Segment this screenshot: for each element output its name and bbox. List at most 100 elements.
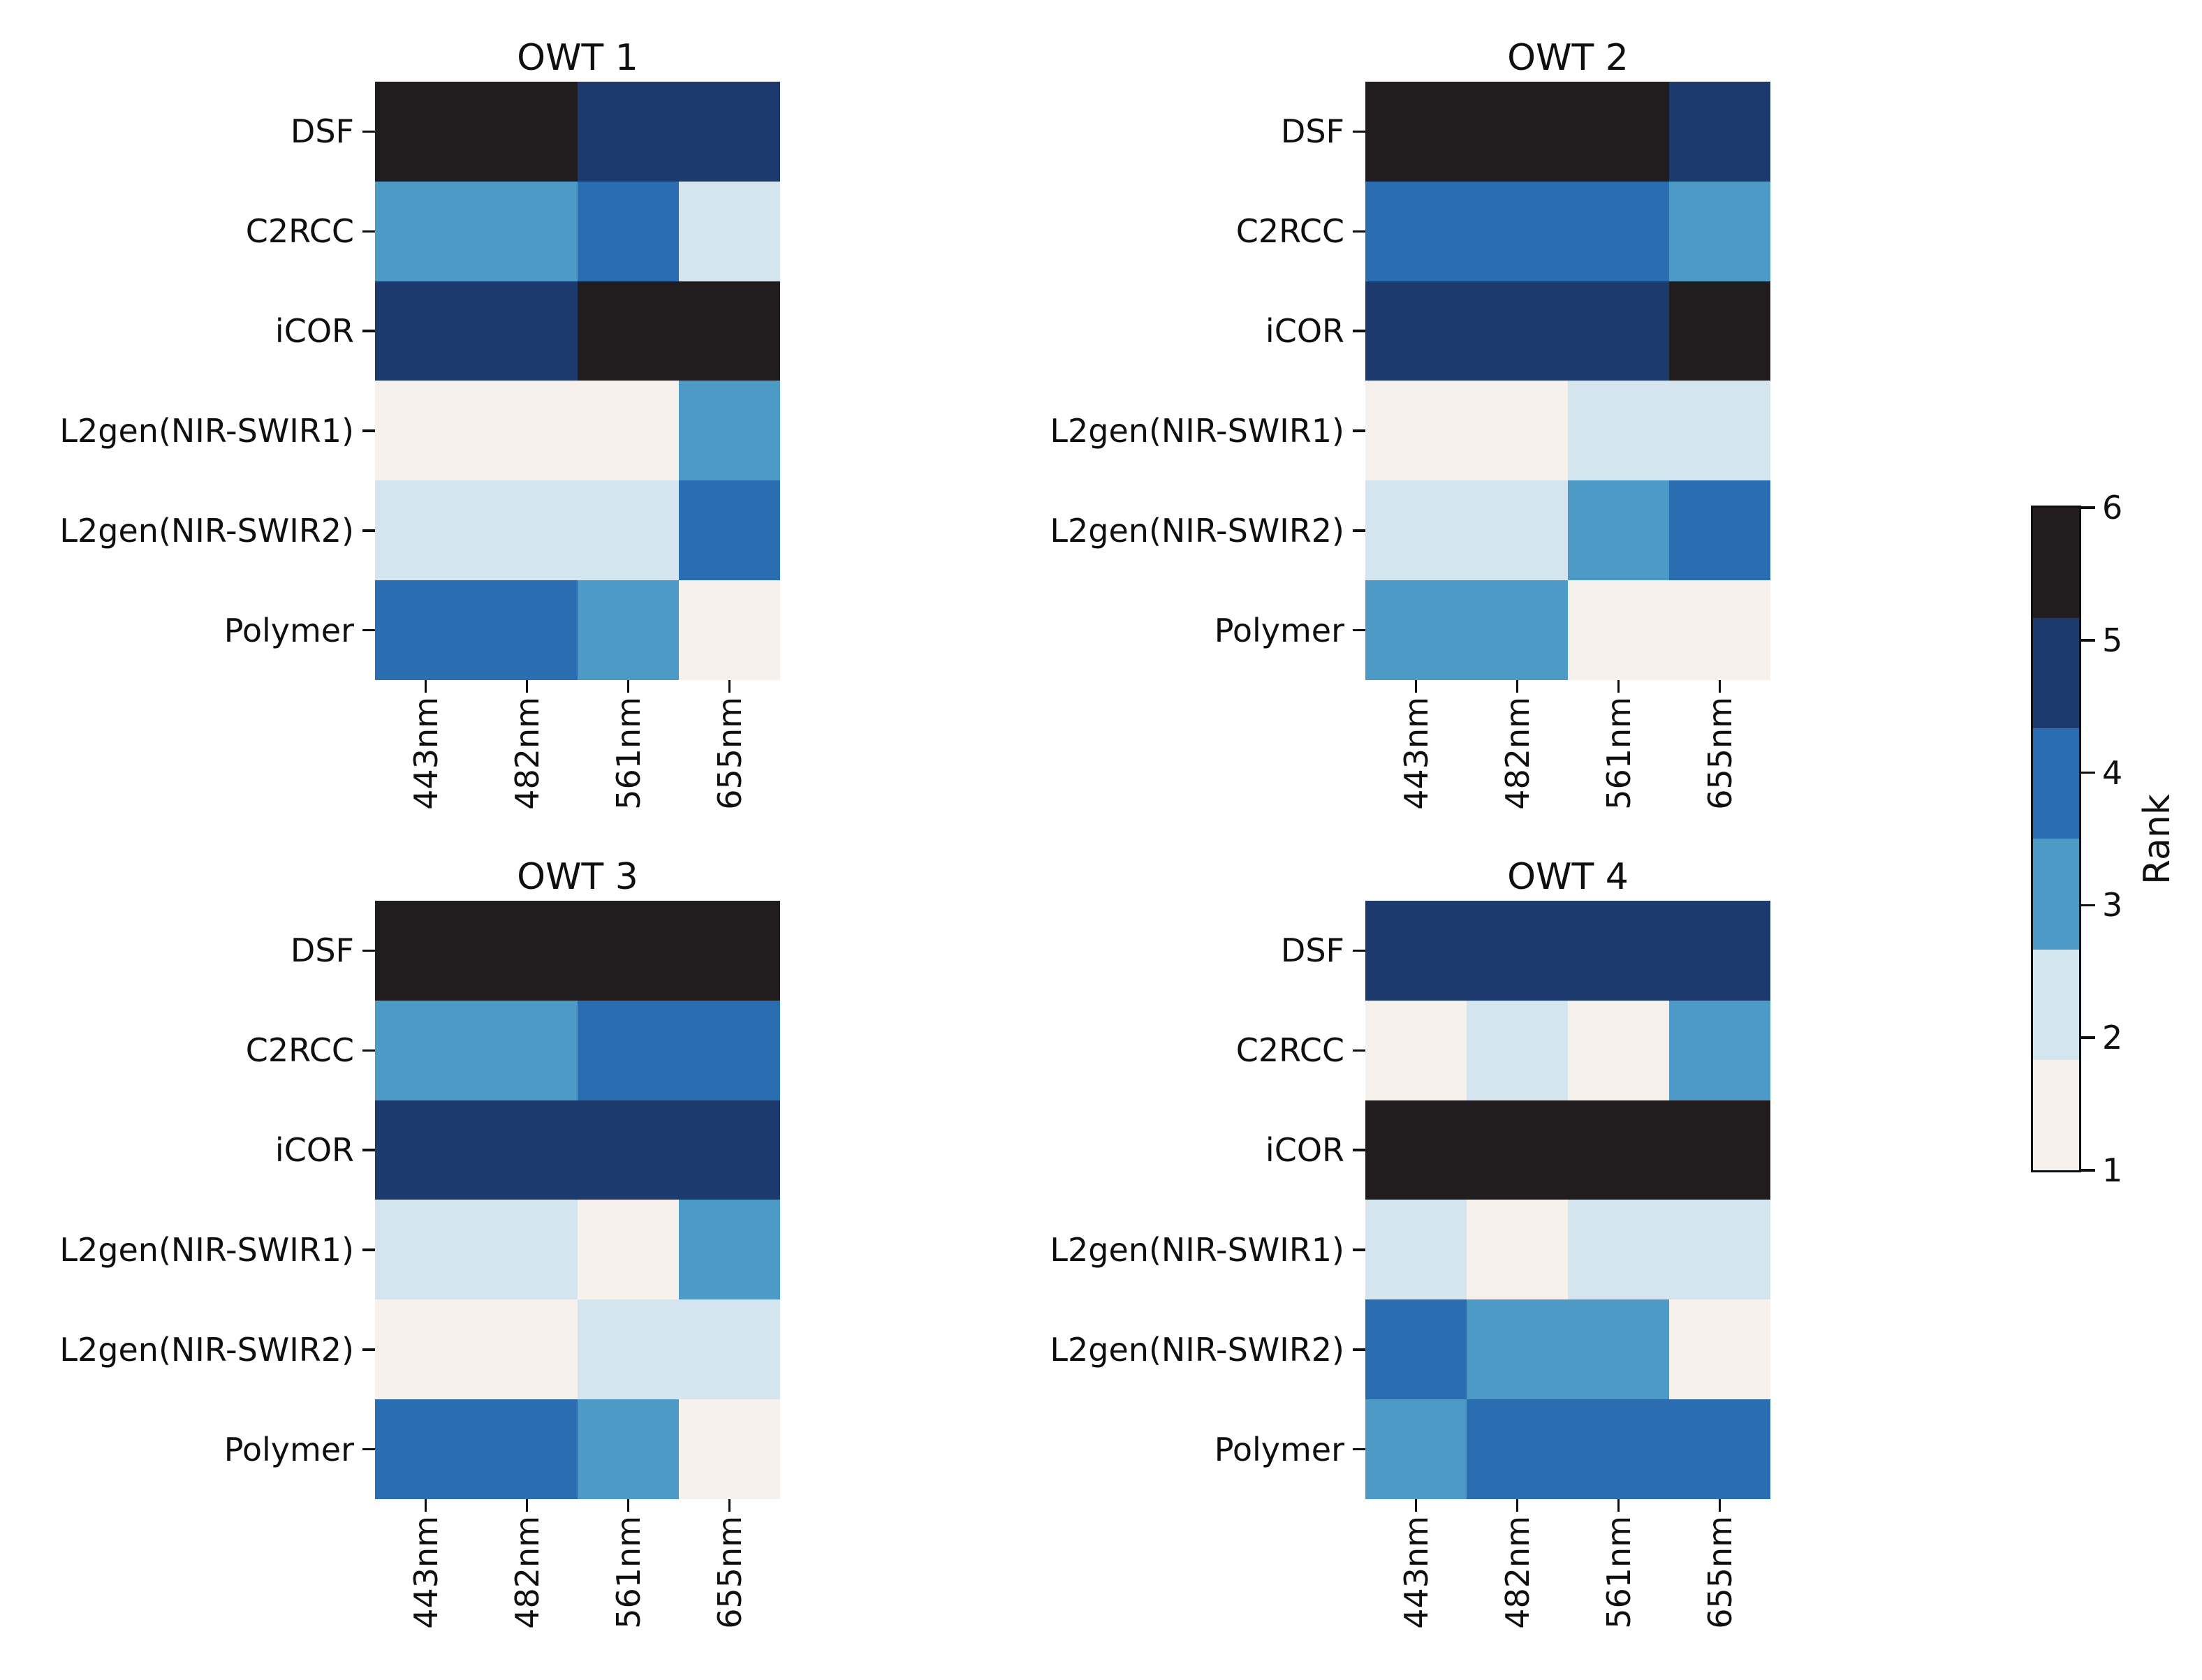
colorbar-tick (2081, 771, 2095, 774)
heatmap-cell (578, 480, 679, 581)
heatmap-cell (578, 381, 679, 481)
colorbar-tick-label: 5 (2102, 621, 2123, 659)
col-tick-label: 561nm (1599, 1516, 1638, 1629)
axis-tick-y (1353, 1447, 1365, 1451)
heatmap-cell (1568, 181, 1669, 281)
axis-tick-y (1353, 1348, 1365, 1351)
heatmap-cell (1669, 381, 1770, 481)
heatmap-cell (1365, 901, 1467, 1001)
heatmap-cell (1467, 580, 1568, 680)
row-label: DSF (290, 931, 354, 970)
axis-tick-y (1353, 1049, 1365, 1052)
heatmap-cell (679, 901, 780, 1001)
axis-tick-y (1353, 628, 1365, 632)
heatmap-cell (476, 181, 578, 281)
heatmap-cell (679, 580, 780, 680)
heatmap-cell (578, 1000, 679, 1100)
heatmap-cell (1467, 281, 1568, 381)
heatmap-cell (679, 82, 780, 182)
row-label: C2RCC (245, 1031, 354, 1070)
axis-tick-x (424, 1499, 427, 1512)
heatmap-cell (1669, 281, 1770, 381)
heatmap-cell (1467, 901, 1568, 1001)
panel-title: OWT 2 (1507, 37, 1629, 79)
axis-tick-x (626, 1499, 630, 1512)
axis-tick-y (362, 628, 375, 632)
axis-tick-x (525, 1499, 529, 1512)
heatmap-cell (1365, 480, 1467, 581)
axis-tick-x (1515, 1499, 1519, 1512)
row-label: C2RCC (245, 212, 354, 251)
row-label: iCOR (274, 312, 354, 351)
colorbar-tick-label: 3 (2102, 886, 2123, 924)
heatmap-cell (1365, 1399, 1467, 1499)
axis-tick-y (1353, 130, 1365, 133)
heatmap-cell (1568, 1100, 1669, 1200)
heatmap-grid (375, 901, 780, 1499)
colorbar-band (2033, 728, 2079, 839)
heatmap-cell (1568, 1000, 1669, 1100)
axis-tick-y (362, 230, 375, 233)
heatmap-cell (1669, 901, 1770, 1001)
heatmap-cell (578, 181, 679, 281)
row-label: L2gen(NIR-SWIR1) (59, 1230, 354, 1269)
colorbar-band (2033, 839, 2079, 950)
colorbar-tick (2081, 639, 2095, 642)
axis-tick-x (728, 680, 731, 693)
row-label: L2gen(NIR-SWIR1) (1050, 411, 1344, 450)
axis-tick-y (362, 1348, 375, 1351)
heatmap-cell (578, 1399, 679, 1499)
heatmap-cell (1568, 1299, 1669, 1400)
axis-tick-y (362, 949, 375, 952)
heatmap-grid (375, 82, 780, 680)
row-label: L2gen(NIR-SWIR2) (1050, 1330, 1344, 1369)
heatmap-cell (578, 1100, 679, 1200)
axis-tick-y (362, 529, 375, 532)
panel-title: OWT 1 (517, 37, 638, 79)
heatmap-cell (375, 1000, 476, 1100)
heatmap-cell (375, 181, 476, 281)
heatmap-cell (578, 901, 679, 1001)
row-label: iCOR (274, 1131, 354, 1170)
col-tick-label: 443nm (406, 697, 445, 810)
axis-tick-y (362, 1447, 375, 1451)
heatmap-cell (476, 1000, 578, 1100)
col-tick-label: 561nm (609, 1516, 647, 1629)
col-tick-label: 655nm (1701, 697, 1739, 810)
heatmap-cell (679, 1200, 780, 1300)
heatmap-cell (1467, 381, 1568, 481)
heatmap-cell (679, 181, 780, 281)
heatmap-cell (375, 1299, 476, 1400)
col-tick-label: 482nm (1498, 697, 1536, 810)
heatmap-cell (679, 281, 780, 381)
heatmap-cell (1365, 1100, 1467, 1200)
colorbar-bar (2031, 506, 2081, 1172)
axis-tick-y (1353, 1248, 1365, 1251)
colorbar-label: Rank (2136, 794, 2178, 885)
heatmap-cell (1568, 580, 1669, 680)
colorbar-tick (2081, 506, 2095, 509)
heatmap-cell (375, 281, 476, 381)
heatmap-cell (1365, 82, 1467, 182)
colorbar-tick-label: 4 (2102, 753, 2123, 792)
heatmap-cell (1568, 1399, 1669, 1499)
heatmap-cell (1467, 1399, 1568, 1499)
heatmap-cell (476, 381, 578, 481)
row-label: iCOR (1265, 312, 1344, 351)
col-tick-label: 561nm (1599, 697, 1638, 810)
heatmap-cell (1467, 480, 1568, 581)
heatmap-cell (1568, 901, 1669, 1001)
row-label: L2gen(NIR-SWIR2) (1050, 511, 1344, 550)
colorbar-band (2033, 1059, 2079, 1170)
heatmap-cell (679, 1299, 780, 1400)
heatmap-cell (1467, 181, 1568, 281)
col-tick-label: 655nm (710, 1516, 749, 1629)
axis-tick-x (1617, 1499, 1620, 1512)
col-tick-label: 482nm (508, 1516, 546, 1629)
heatmap-cell (1365, 1299, 1467, 1400)
row-label: L2gen(NIR-SWIR2) (59, 511, 354, 550)
heatmap-cell (375, 580, 476, 680)
heatmap-cell (476, 82, 578, 182)
axis-tick-y (362, 429, 375, 432)
